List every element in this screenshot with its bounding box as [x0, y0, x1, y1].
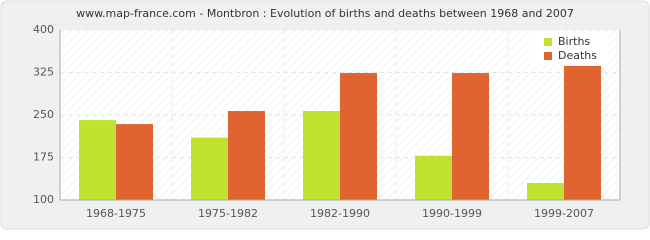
- bar: [79, 120, 116, 200]
- x-tick-label: 1999-2007: [534, 207, 594, 220]
- chart: www.map-france.com - Montbron : Evolutio…: [0, 0, 650, 230]
- legend-swatch: [544, 52, 552, 60]
- x-tick-label: 1968-1975: [86, 207, 146, 220]
- bar: [191, 137, 228, 200]
- bar: [527, 183, 564, 200]
- legend-label: Births: [558, 35, 590, 48]
- x-tick-label: 1982-1990: [310, 207, 370, 220]
- bar: [452, 73, 489, 200]
- y-tick-label: 250: [33, 108, 54, 121]
- x-tick-label: 1975-1982: [198, 207, 258, 220]
- legend-box: [530, 32, 608, 66]
- bar: [340, 73, 377, 200]
- y-tick-label: 175: [33, 151, 54, 164]
- bar: [228, 111, 265, 200]
- y-tick-label: 100: [33, 193, 54, 206]
- bar: [564, 61, 601, 200]
- x-tick-label: 1990-1999: [422, 207, 482, 220]
- chart-title: www.map-france.com - Montbron : Evolutio…: [76, 7, 574, 20]
- bar: [415, 155, 452, 200]
- y-tick-label: 325: [33, 66, 54, 79]
- bar: [303, 111, 340, 200]
- legend-swatch: [544, 38, 552, 46]
- page: www.map-france.com - Montbron : Evolutio…: [0, 0, 650, 230]
- legend-label: Deaths: [558, 49, 597, 62]
- y-tick-label: 400: [33, 23, 54, 36]
- bar: [116, 124, 153, 200]
